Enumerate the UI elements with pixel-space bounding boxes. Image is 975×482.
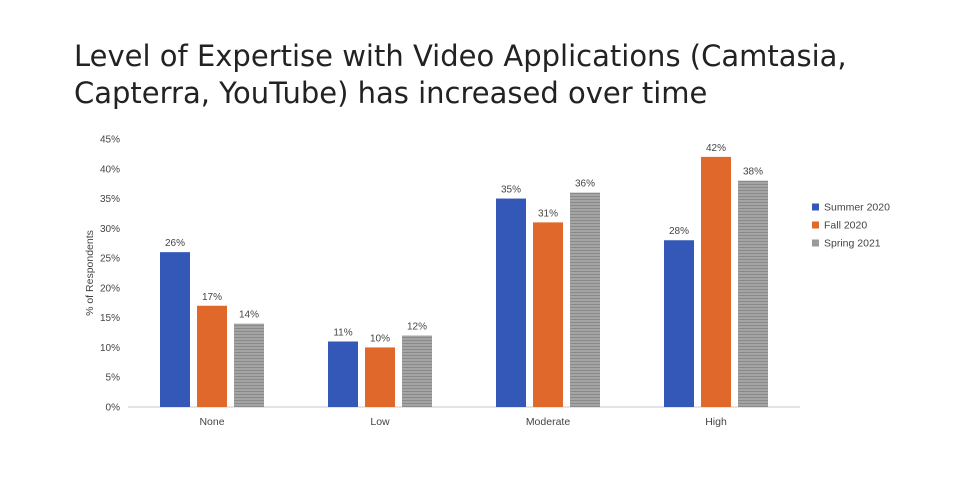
y-tick-label: 15% bbox=[100, 313, 120, 324]
legend-item-label: Spring 2021 bbox=[824, 238, 881, 250]
bar bbox=[402, 335, 432, 407]
y-tick-label: 0% bbox=[106, 403, 121, 414]
x-tick-label: High bbox=[705, 416, 727, 428]
legend-swatch bbox=[812, 221, 819, 229]
legend-swatch bbox=[812, 203, 819, 211]
chart-title: Level of Expertise with Video Applicatio… bbox=[74, 39, 847, 110]
bar bbox=[365, 347, 395, 407]
data-label: 35% bbox=[501, 185, 521, 196]
data-label: 11% bbox=[333, 327, 352, 338]
y-tick-label: 40% bbox=[100, 164, 120, 175]
bar bbox=[701, 156, 731, 407]
legend-item-label: Summer 2020 bbox=[824, 202, 890, 214]
legend: Summer 2020 Fall 2020 Spring 2021 bbox=[812, 202, 890, 250]
bar bbox=[328, 341, 358, 407]
data-label: 10% bbox=[370, 333, 390, 344]
bar bbox=[197, 305, 227, 407]
data-label: 26% bbox=[165, 238, 185, 249]
bar bbox=[738, 180, 768, 407]
bar bbox=[533, 222, 563, 407]
x-tick-label: Moderate bbox=[526, 416, 571, 428]
x-tick-label: None bbox=[199, 416, 224, 428]
data-label: 14% bbox=[239, 310, 259, 321]
y-tick-label: 25% bbox=[100, 254, 120, 265]
data-labels: 26% 17% 14% 11% 10% 12% 35% 31% 36% 28% 42% 38% bbox=[165, 143, 763, 345]
data-label: 38% bbox=[743, 167, 763, 178]
bar bbox=[496, 198, 526, 407]
y-tick-label: 20% bbox=[100, 283, 120, 294]
legend-item-label: Fall 2020 bbox=[824, 220, 867, 232]
data-label: 42% bbox=[706, 143, 726, 154]
data-label: 28% bbox=[669, 226, 689, 237]
y-tick-label: 5% bbox=[106, 373, 121, 384]
bar bbox=[234, 323, 264, 407]
y-tick-label: 10% bbox=[100, 343, 120, 354]
y-axis-label: % of Respondents bbox=[84, 230, 96, 316]
y-tick-label: 35% bbox=[100, 194, 120, 205]
data-label: 31% bbox=[538, 208, 558, 219]
y-tick-label: 45% bbox=[100, 135, 120, 146]
bars bbox=[160, 156, 768, 407]
bar bbox=[664, 240, 694, 407]
data-label: 36% bbox=[575, 179, 595, 190]
y-tick-label: 30% bbox=[100, 224, 120, 235]
data-label: 12% bbox=[407, 322, 427, 333]
legend-swatch bbox=[812, 239, 819, 247]
data-label: 17% bbox=[202, 292, 222, 303]
bar bbox=[160, 252, 190, 407]
bar bbox=[570, 192, 600, 407]
x-tick-label: Low bbox=[370, 416, 390, 428]
